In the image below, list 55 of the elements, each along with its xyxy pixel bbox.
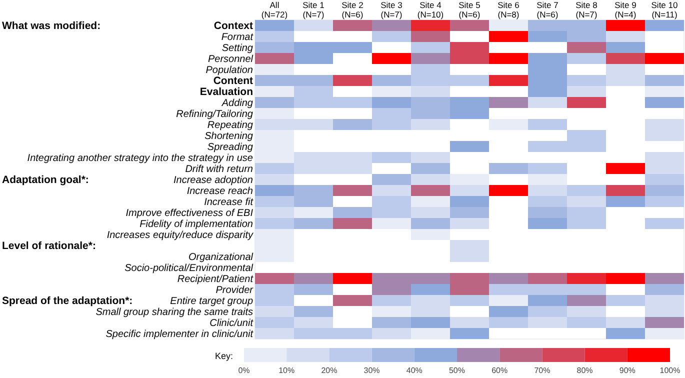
y-tick-label: Repeating <box>207 120 254 131</box>
y-tick-label: Format <box>221 32 254 43</box>
y-tick-label: Shortening <box>204 131 254 142</box>
y-tick-label: Fidelity of implementation <box>140 219 254 230</box>
y-tick-label: Small group sharing the same traits <box>96 307 253 318</box>
color-bar-label: 70% <box>534 366 550 375</box>
y-tick-label: Setting <box>222 43 254 54</box>
color-bar-label: 90% <box>619 366 636 375</box>
color-bar-label: 30% <box>364 366 380 375</box>
color-bar-label: 50% <box>448 366 466 375</box>
y-tick-label: Provider <box>216 285 254 296</box>
y-tick-label: Drift with return <box>185 164 254 175</box>
x-tick-label: Site 5 (N=6) <box>458 0 481 20</box>
text: Adaptation goal*: <box>2 174 89 186</box>
y-tick-label: Specific implementer in clinic/unit <box>106 329 254 340</box>
x-tick-label: Site 3 (N=7) <box>380 0 403 20</box>
y-tick-label: Increases equity/reduce disparity <box>106 230 254 241</box>
y-tick-label: Personnel <box>208 54 254 65</box>
color-bar-label: 60% <box>492 366 508 375</box>
x-tick-label: Site 10 (N=11) <box>651 0 678 20</box>
color-bar-label: 40% <box>406 366 422 375</box>
color-bar-label: 80% <box>576 366 593 375</box>
y-tick-label: Organizational <box>188 252 254 263</box>
text: Level of rationale*: <box>2 240 96 252</box>
y-tick-label: Integrating another strategy into the strategy in use <box>27 153 254 164</box>
text: Spread of the adaptation*: <box>2 295 133 307</box>
y-tick-label: Adding <box>220 98 254 109</box>
x-tick-label: All (N=72) <box>261 0 288 20</box>
y-tick-label: Clinic/unit <box>210 318 254 329</box>
y-tick-label: Increase adoption <box>173 175 254 186</box>
y-tick-label: Spreading <box>207 142 254 153</box>
x-tick-label: Site 7 (N=6) <box>536 0 559 20</box>
color-bar-label: 10% <box>278 366 295 375</box>
x-tick-label: Site 6 (N=8) <box>498 0 520 20</box>
color-bar-label: 0% <box>238 366 250 375</box>
y-tick-label: Entire target group <box>170 296 254 307</box>
color-bar-title: Key: <box>215 351 234 361</box>
y-tick-label: Recipient/Patient <box>177 274 254 285</box>
y-tick-label: Socio-political/Environmental <box>124 263 254 274</box>
y-tick-label: Increase reach <box>186 186 254 197</box>
x-tick-label: Site 4 (N=10) <box>417 0 444 20</box>
color-bar-label: 100% <box>660 366 680 375</box>
y-tick-label: Population <box>206 65 254 76</box>
y-tick-label: Increase fit <box>204 197 254 208</box>
y-tick-label: Evaluation <box>200 86 253 98</box>
x-tick-label: Site 2 (N=6) <box>342 0 364 20</box>
color-bar-label: 20% <box>321 366 338 375</box>
x-tick-label: Site 8 (N=7) <box>576 0 598 20</box>
y-tick-label: Context <box>214 20 254 32</box>
x-tick-label: Site 1 (N=7) <box>302 0 325 20</box>
text: What was modified: <box>2 20 101 32</box>
y-tick-label: Content <box>213 75 254 87</box>
x-tick-label: Site 9 (N=4) <box>614 0 637 20</box>
y-tick-label: Improve effectiveness of EBI <box>126 208 254 219</box>
y-tick-label: Refining/Tailoring <box>176 109 254 120</box>
